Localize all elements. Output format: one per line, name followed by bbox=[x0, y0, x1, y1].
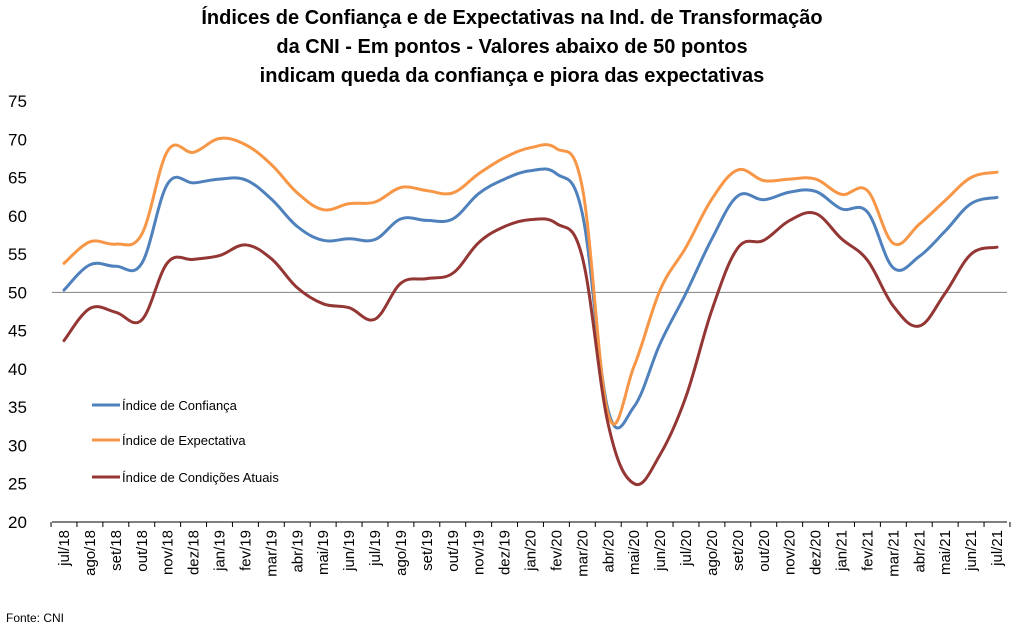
x-tick-label: mai/20 bbox=[626, 530, 643, 575]
x-tick-label: nov/19 bbox=[471, 530, 488, 575]
x-tick-label: mai/19 bbox=[315, 530, 332, 575]
x-tick-label: ago/20 bbox=[704, 530, 721, 576]
x-tick-label: fev/21 bbox=[859, 530, 876, 571]
y-tick-label: 45 bbox=[8, 322, 27, 341]
x-tick-label: out/19 bbox=[445, 530, 462, 572]
x-tick-label: jan/19 bbox=[212, 530, 229, 572]
legend: Índice de Confiança Índice de Expectativa… bbox=[92, 398, 279, 485]
x-tick-label: set/18 bbox=[108, 530, 125, 571]
x-tick-label: jul/19 bbox=[367, 530, 384, 567]
y-tick-label: 60 bbox=[8, 207, 27, 226]
source-note: Fonte: CNI bbox=[6, 611, 64, 625]
x-tick-label: mar/20 bbox=[574, 530, 591, 577]
x-tick-label: dez/18 bbox=[186, 530, 203, 575]
x-tick-label: abr/19 bbox=[289, 530, 306, 573]
x-tick-label: ago/18 bbox=[82, 530, 99, 576]
series-line-2 bbox=[62, 211, 999, 487]
x-tick-label: nov/18 bbox=[160, 530, 177, 575]
series-layer bbox=[62, 136, 999, 487]
x-axis: jul/18 ago/18 set/18 out/18 nov/18 dez/18 jan/… bbox=[50, 522, 1011, 577]
x-tick-label: ago/19 bbox=[393, 530, 410, 576]
x-tick-label: jul/20 bbox=[678, 530, 695, 567]
chart-title-line: da CNI - Em pontos - Valores abaixo de 5… bbox=[276, 36, 747, 58]
chart-title: Índices de Confiança e de Expectativas n… bbox=[201, 6, 822, 87]
x-tick-label: abr/20 bbox=[600, 530, 617, 573]
x-tick-label: mai/21 bbox=[937, 530, 954, 575]
x-tick-label: jun/21 bbox=[963, 530, 980, 572]
x-tick-label: jun/19 bbox=[341, 530, 358, 572]
series-line-0 bbox=[62, 167, 999, 430]
y-tick-label: 25 bbox=[8, 475, 27, 494]
x-tick-label: jan/20 bbox=[523, 530, 540, 572]
x-tick-label: mar/19 bbox=[263, 530, 280, 577]
y-tick-label: 55 bbox=[8, 245, 27, 264]
x-tick-label: out/20 bbox=[756, 530, 773, 572]
legend-label-1: Índice de Expectativa bbox=[122, 433, 246, 448]
x-tick-label: jul/21 bbox=[989, 530, 1006, 567]
x-tick-label: set/20 bbox=[730, 530, 747, 571]
x-tick-label: jun/20 bbox=[652, 530, 669, 572]
y-tick-label: 20 bbox=[8, 513, 27, 532]
x-tick-label: nov/20 bbox=[782, 530, 799, 575]
legend-label-0: Índice de Confiança bbox=[122, 398, 238, 413]
x-tick-label: dez/19 bbox=[497, 530, 514, 575]
series-line-1 bbox=[62, 136, 999, 426]
x-tick-label: jul/18 bbox=[56, 530, 73, 567]
y-tick-label: 50 bbox=[8, 283, 27, 302]
y-tick-label: 75 bbox=[8, 92, 27, 111]
x-tick-label: jan/21 bbox=[834, 530, 851, 572]
y-tick-label: 40 bbox=[8, 360, 27, 379]
x-tick-label: fev/19 bbox=[237, 530, 254, 571]
chart-title-line: indicam queda da confiança e piora das e… bbox=[260, 65, 765, 87]
x-tick-label: set/19 bbox=[419, 530, 436, 571]
x-tick-label: out/18 bbox=[134, 530, 151, 572]
x-tick-label: mar/21 bbox=[885, 530, 902, 577]
y-axis: 20 25 30 35 40 45 50 55 60 65 70 75 bbox=[8, 92, 27, 532]
x-tick-label: fev/20 bbox=[548, 530, 565, 571]
y-tick-label: 30 bbox=[8, 436, 27, 455]
y-tick-label: 35 bbox=[8, 398, 27, 417]
x-tick-label: abr/21 bbox=[911, 530, 928, 573]
legend-label-2: Índice de Condições Atuais bbox=[122, 470, 279, 485]
y-tick-label: 65 bbox=[8, 169, 27, 188]
chart-title-line: Índices de Confiança e de Expectativas n… bbox=[201, 6, 822, 29]
y-tick-label: 70 bbox=[8, 130, 27, 149]
x-tick-label: dez/20 bbox=[808, 530, 825, 575]
